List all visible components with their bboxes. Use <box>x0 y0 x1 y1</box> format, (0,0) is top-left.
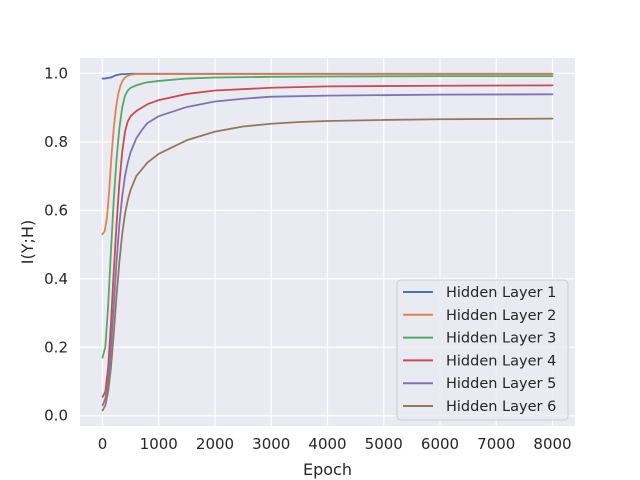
x-tick-label: 1000 <box>140 435 178 453</box>
y-tick-label: 0.0 <box>44 407 68 425</box>
y-tick-label: 0.2 <box>44 338 68 356</box>
legend-box <box>396 279 569 421</box>
legend-label-hidden-layer-3: Hidden Layer 3 <box>446 331 556 347</box>
legend-label-hidden-layer-2: Hidden Layer 2 <box>446 308 556 324</box>
series-lines <box>101 72 554 412</box>
x-tick-label: 5000 <box>365 435 403 453</box>
y-tick-label: 1.0 <box>44 64 68 82</box>
y-tick-label: 0.6 <box>44 201 68 219</box>
x-tick-label: 3000 <box>252 435 290 453</box>
series-line-hidden-layer-5 <box>101 93 554 407</box>
y-tick-label: 0.8 <box>44 133 68 151</box>
x-tick-label: 8000 <box>533 435 571 453</box>
series-line-hidden-layer-6 <box>101 117 554 412</box>
legend-label-hidden-layer-4: Hidden Layer 4 <box>446 353 556 369</box>
x-axis-label: Epoch <box>303 460 352 479</box>
legend-label-hidden-layer-6: Hidden Layer 6 <box>446 399 556 415</box>
y-axis-label: I(Y;H) <box>18 220 37 264</box>
series-line-hidden-layer-3 <box>101 75 554 359</box>
x-tick-label: 6000 <box>421 435 459 453</box>
series-line-hidden-layer-4 <box>101 84 554 398</box>
x-tick-label: 0 <box>98 435 108 453</box>
series-line-hidden-layer-2 <box>101 73 554 236</box>
tick-labels: 0 1000 2000 3000 4000 5000 6000 7000 8000 0.0 0.2 0… <box>44 64 571 453</box>
y-tick-label: 0.4 <box>44 270 68 288</box>
legend-label-hidden-layer-1: Hidden Layer 1 <box>446 285 556 301</box>
legend-label-hidden-layer-5: Hidden Layer 5 <box>446 376 556 392</box>
x-tick-label: 2000 <box>196 435 234 453</box>
x-tick-label: 7000 <box>477 435 515 453</box>
x-tick-label: 4000 <box>308 435 346 453</box>
legend: Hidden Layer 1 Hidden Layer 2 Hidden Layer… <box>396 279 569 421</box>
